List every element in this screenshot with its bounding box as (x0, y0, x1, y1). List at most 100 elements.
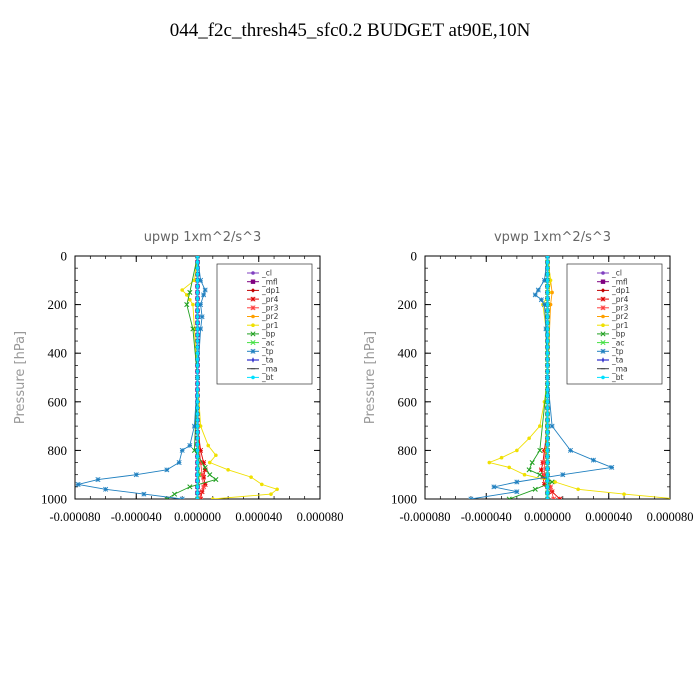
legend-box (566, 263, 663, 385)
legend-marker (600, 340, 606, 346)
legend-marker (250, 331, 256, 337)
series-point-bt (545, 400, 550, 404)
series-point-bp (213, 477, 219, 483)
series-point-tp (549, 423, 555, 429)
series-point-bt (195, 406, 200, 410)
series-point-pr2 (548, 302, 553, 307)
legend-marker (600, 348, 606, 354)
series-point-bt (195, 466, 200, 471)
series-point-bp (171, 491, 178, 497)
series-point-tp (491, 484, 497, 490)
legend-label: _pr2 (611, 312, 629, 321)
y-tick-label: 200 (48, 297, 68, 312)
series-point-bt (545, 478, 550, 483)
series-point-tp (202, 287, 208, 293)
y-tick-label: 600 (398, 394, 418, 409)
legend-marker (600, 305, 606, 311)
series-point-pr1 (206, 443, 211, 448)
legend-marker (251, 375, 255, 380)
series-point-pr1 (198, 424, 203, 428)
legend: _cl_mfl_dp1_pr4_pr3_pr2_pr1_bp_ac_tp_ta_… (216, 263, 313, 385)
plot-panel-2: vpwp 1xm^2/s^3 Pressure [hPa] 0 200 400 600 80… (363, 230, 693, 524)
legend-label: _ac (261, 338, 274, 347)
series-point-pr4 (201, 474, 207, 480)
series-point-pr1 (553, 480, 557, 484)
series-point-bt (545, 357, 550, 362)
series-point-bp (549, 479, 555, 485)
legend-marker (601, 375, 605, 380)
series-point-bt (545, 472, 550, 477)
series-point-pr1 (622, 492, 626, 496)
series-point-pr3 (541, 460, 547, 466)
series-point-bt (545, 497, 550, 499)
series-point-bt (195, 308, 200, 313)
series-point-pr2 (550, 290, 554, 295)
series-point-tp (535, 287, 541, 293)
series-point-bt (195, 327, 200, 331)
series-point-pr3 (201, 484, 207, 490)
series-point-bt (195, 351, 200, 356)
series-point-tp (541, 277, 547, 283)
series-point-bt (195, 454, 200, 459)
legend-label: _bp (261, 330, 276, 339)
series-point-bt (545, 466, 550, 471)
series-point-bp (207, 472, 213, 478)
series-point-pr1 (260, 482, 264, 487)
series-point-tp (201, 292, 207, 298)
series-point-pr1 (522, 472, 527, 477)
legend-label: _pr3 (611, 304, 629, 313)
series-point-bt (545, 321, 550, 325)
y-tick-label: 400 (398, 346, 418, 361)
legend-label: _bt (611, 373, 624, 382)
series-point-pr1 (487, 460, 492, 465)
series-point-pr1 (180, 288, 184, 292)
legend-marker (250, 348, 256, 354)
x-tick-label: 0.000080 (297, 510, 344, 524)
series-point-tp (199, 314, 205, 320)
y-tick-label: 600 (48, 394, 68, 409)
legend-label: _cl (261, 269, 272, 278)
series-point-pr1 (269, 492, 273, 496)
series-point-pr3 (541, 472, 547, 478)
y-tick-label: 1000 (41, 492, 67, 507)
legend-marker (250, 357, 256, 363)
series-point-bt (195, 412, 200, 416)
series-point-tp (560, 472, 566, 478)
series-point-tp (514, 479, 520, 485)
y-tick-label: 200 (398, 297, 418, 312)
series-point-tp (609, 464, 615, 470)
series-point-bt (195, 357, 200, 362)
legend-marker (601, 271, 605, 275)
series-point-bt (545, 485, 550, 489)
series-point-bt (545, 412, 550, 416)
series-group (75, 256, 279, 499)
series-point-bt (195, 393, 200, 398)
legend-label: _dp1 (261, 286, 280, 295)
series-point-bt (545, 272, 550, 277)
series-point-bt (545, 430, 550, 434)
series-point-bp (190, 326, 196, 332)
series-point-pr1 (548, 278, 553, 283)
series-point-bt (195, 478, 200, 483)
series-point-bp (537, 447, 543, 453)
series-point-tp (590, 457, 596, 463)
series-point-tp (75, 481, 81, 487)
series-point-bp (184, 302, 190, 308)
legend-label: _ac (611, 338, 624, 347)
y-tick-label: 0 (411, 249, 418, 264)
series-point-tp (176, 460, 182, 466)
series-point-tp (191, 423, 197, 429)
legend-label: _ta (261, 356, 273, 365)
series-point-bp (506, 496, 512, 499)
series-point-bt (545, 387, 550, 392)
series-point-pr4 (557, 496, 563, 499)
series-group (468, 256, 670, 499)
series-point-bt (195, 400, 200, 404)
series-line-bp (166, 256, 217, 499)
legend-label: _pr1 (611, 321, 629, 330)
series-point-bt (195, 333, 200, 337)
series-point-pr4 (538, 467, 544, 473)
series-point-pr1 (275, 487, 279, 492)
series-point-bt (545, 278, 550, 283)
